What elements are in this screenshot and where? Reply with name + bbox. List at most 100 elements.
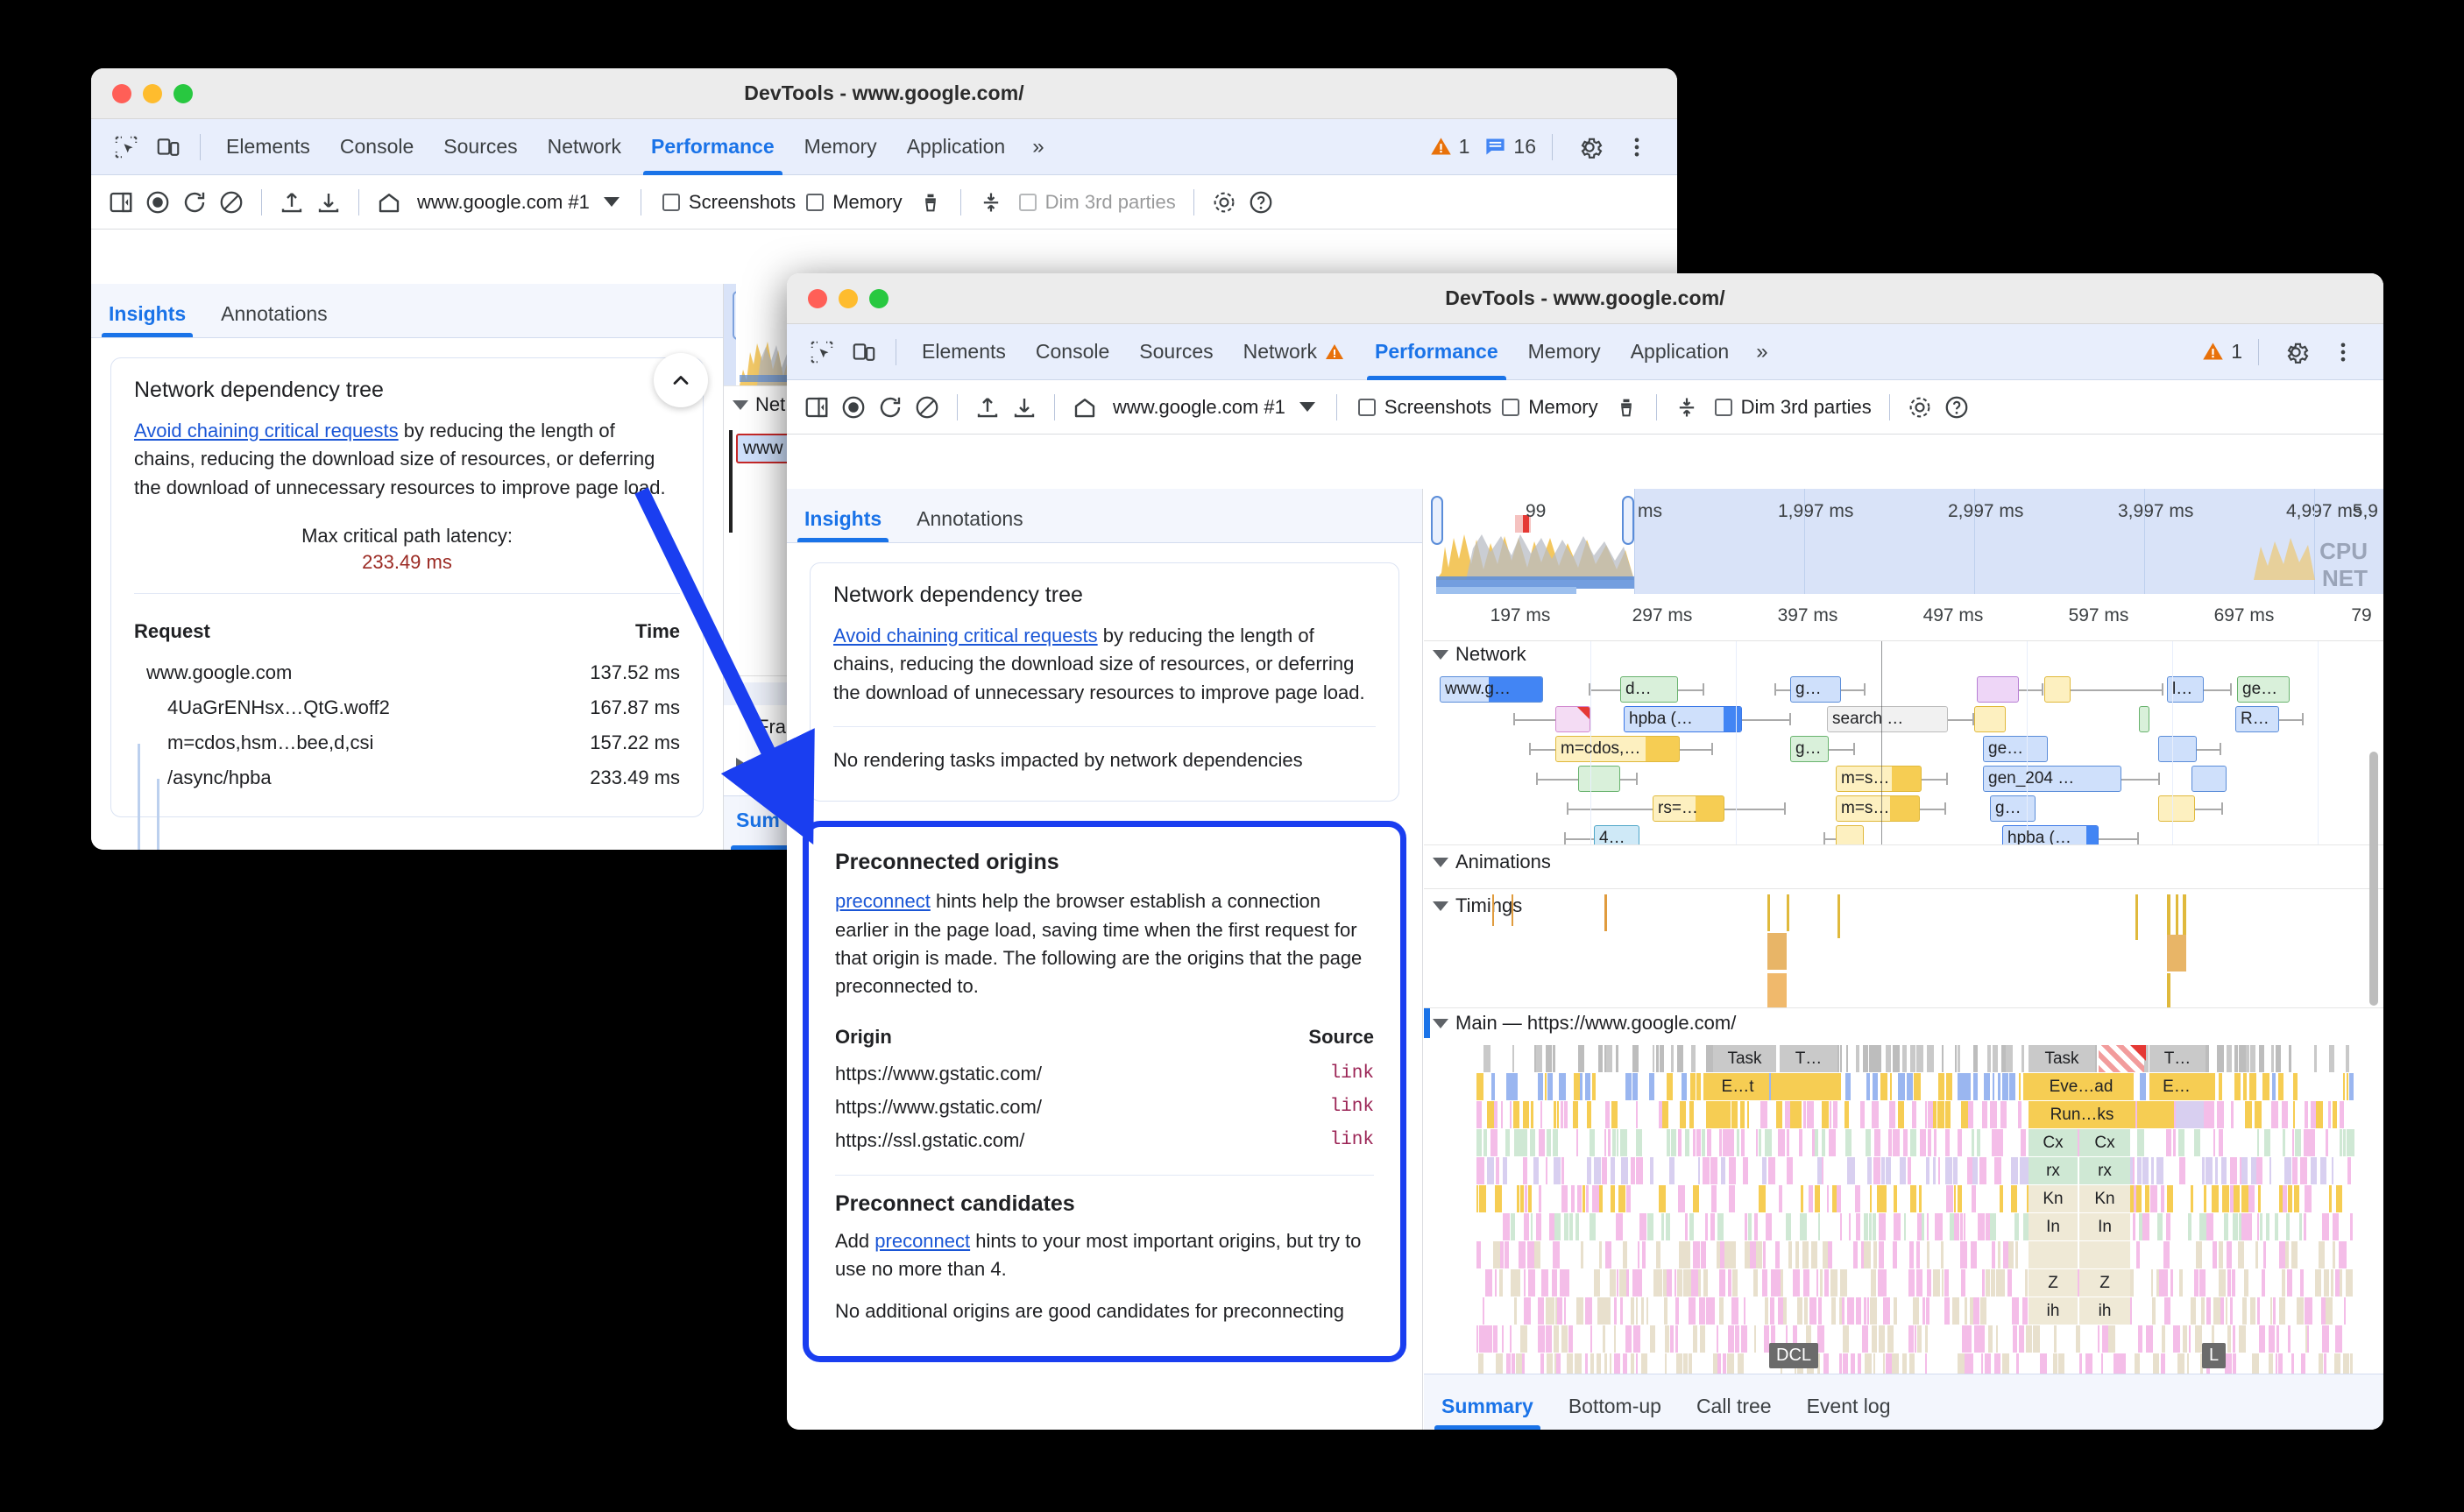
flame-slice[interactable]: [1667, 1129, 1670, 1156]
preconnect-origins-table[interactable]: Origin Source https://www.gstatic.com/ l…: [835, 1022, 1374, 1157]
flame-slice[interactable]: [2006, 1045, 2010, 1072]
flame-slice[interactable]: [1545, 1073, 1547, 1100]
flame-slice[interactable]: [1934, 1129, 1937, 1156]
flame-block[interactable]: E…: [2149, 1073, 2204, 1100]
flame-slice[interactable]: [1974, 1325, 1979, 1353]
front-timeline-area[interactable]: 99 ms 1,997 ms 2,997 ms 3,997 ms 4,997 m…: [1424, 489, 2383, 1430]
flame-slice[interactable]: [1828, 1241, 1832, 1268]
flame-slice[interactable]: [1993, 1045, 1998, 1072]
flame-slice[interactable]: [1822, 1101, 1829, 1128]
flame-slice[interactable]: [1614, 1353, 1620, 1374]
flame-slice[interactable]: [1620, 1297, 1623, 1325]
flame-slice[interactable]: [1476, 1325, 1478, 1353]
chevron-down-icon[interactable]: [1433, 901, 1448, 911]
inspect-element-icon[interactable]: [805, 336, 839, 369]
flame-slice[interactable]: [2058, 1353, 2064, 1374]
flame-slice[interactable]: [2137, 1129, 2144, 1156]
flame-slice[interactable]: [2219, 1129, 2223, 1156]
flame-slice[interactable]: [1719, 1129, 1722, 1156]
flame-slice[interactable]: [1724, 1241, 1731, 1268]
flame-slice[interactable]: [1875, 1045, 1881, 1072]
flame-slice[interactable]: [1990, 1213, 1996, 1240]
flame-slice[interactable]: [2243, 1073, 2247, 1100]
flame-slice[interactable]: [2241, 1213, 2245, 1240]
flame-slice[interactable]: [1649, 1073, 1653, 1100]
flame-slice[interactable]: [1689, 1269, 1691, 1297]
flame-slice[interactable]: [1512, 1073, 1518, 1100]
flame-slice[interactable]: [2320, 1157, 2326, 1184]
flame-slice[interactable]: [2328, 1101, 2331, 1128]
network-request-bar[interactable]: ge…: [1983, 736, 2048, 762]
flame-slice[interactable]: [1977, 1129, 1980, 1156]
back-toolbar-right[interactable]: 1 16: [1429, 131, 1663, 164]
flame-slice[interactable]: [2349, 1073, 2354, 1100]
flame-slice[interactable]: [2176, 1101, 2204, 1128]
flame-slice[interactable]: [1561, 1101, 1563, 1128]
flame-slice[interactable]: [1756, 1129, 1758, 1156]
flame-block[interactable]: ih: [2029, 1297, 2078, 1325]
flame-slice[interactable]: [1771, 1073, 1841, 1100]
flame-slice[interactable]: [2085, 1353, 2092, 1374]
clear-recording-icon[interactable]: [214, 185, 249, 220]
flame-slice[interactable]: [2340, 1269, 2342, 1297]
flame-slice[interactable]: [1499, 1269, 1503, 1297]
flame-slice[interactable]: [1783, 1297, 1787, 1325]
flame-slice[interactable]: [2234, 1185, 2240, 1212]
subtab-annotations[interactable]: Annotations: [221, 302, 328, 325]
flame-slice[interactable]: [1564, 1213, 1568, 1240]
flame-slice[interactable]: [1768, 1157, 1775, 1184]
flame-slice[interactable]: [1912, 1101, 1916, 1128]
flame-slice[interactable]: [2239, 1325, 2246, 1353]
flame-slice[interactable]: [2166, 1213, 2170, 1240]
flame-slice[interactable]: [2079, 1353, 2082, 1374]
track-header-network[interactable]: Network: [1424, 641, 2383, 669]
flame-slice[interactable]: [1511, 1213, 1515, 1240]
flame-slice[interactable]: [1953, 1157, 1958, 1184]
flame-slice[interactable]: [1731, 1129, 1734, 1156]
flame-slice[interactable]: [2129, 1269, 2134, 1297]
flame-slice[interactable]: [1954, 1185, 1956, 1212]
flame-slice[interactable]: [1678, 1185, 1685, 1212]
flame-slice[interactable]: [1910, 1185, 1916, 1212]
reload-and-record-icon[interactable]: [177, 185, 212, 220]
flame-slice[interactable]: [1610, 1269, 1616, 1297]
flame-slice[interactable]: [1524, 1213, 1529, 1240]
flame-slice[interactable]: [1756, 1241, 1762, 1268]
flame-slice[interactable]: [2206, 1213, 2213, 1240]
flame-slice[interactable]: [2278, 1353, 2283, 1374]
front-panel-tabs[interactable]: Elements Console Sources Network Perform…: [907, 324, 1781, 380]
flame-slice[interactable]: [1741, 1129, 1745, 1156]
tab-performance[interactable]: Performance: [636, 119, 789, 175]
preconnect-link[interactable]: preconnect: [835, 890, 931, 913]
flame-slice[interactable]: [2025, 1269, 2028, 1297]
flame-slice[interactable]: [2336, 1185, 2342, 1212]
flame-slice[interactable]: [1642, 1241, 1646, 1268]
flame-slice[interactable]: [1487, 1157, 1494, 1184]
flame-slice[interactable]: [1847, 1157, 1852, 1184]
flame-slice[interactable]: [2234, 1073, 2241, 1100]
flame-slice[interactable]: [1675, 1325, 1678, 1353]
flame-slice[interactable]: [1925, 1325, 1928, 1353]
flame-slice[interactable]: [1693, 1241, 1700, 1268]
flame-slice[interactable]: [1517, 1185, 1519, 1212]
flame-slice[interactable]: [1904, 1213, 1906, 1240]
flame-block[interactable]: In: [2079, 1213, 2130, 1240]
flame-slice[interactable]: [2282, 1269, 2285, 1297]
flame-slice[interactable]: [1568, 1325, 1573, 1353]
flame-slice[interactable]: [1927, 1045, 1934, 1072]
flame-slice[interactable]: [1862, 1325, 1868, 1353]
flame-slice[interactable]: [1964, 1073, 1971, 1100]
table-row[interactable]: m=cdos,hsm…bee,d,csi 157.22 ms: [134, 725, 680, 760]
flame-slice[interactable]: [2213, 1241, 2217, 1268]
flame-slice[interactable]: [1599, 1241, 1602, 1268]
flame-slice[interactable]: [2347, 1157, 2351, 1184]
flame-slice[interactable]: [2305, 1101, 2308, 1128]
flame-slice[interactable]: [1487, 1101, 1494, 1128]
flame-slice[interactable]: [1599, 1185, 1603, 1212]
flame-slice[interactable]: [1927, 1269, 1931, 1297]
flame-slice[interactable]: [1725, 1129, 1731, 1156]
checkbox-box[interactable]: [662, 193, 680, 211]
flame-slice[interactable]: [1485, 1325, 1492, 1353]
flame-slice[interactable]: [1669, 1157, 1675, 1184]
flame-slice[interactable]: [1743, 1157, 1748, 1184]
